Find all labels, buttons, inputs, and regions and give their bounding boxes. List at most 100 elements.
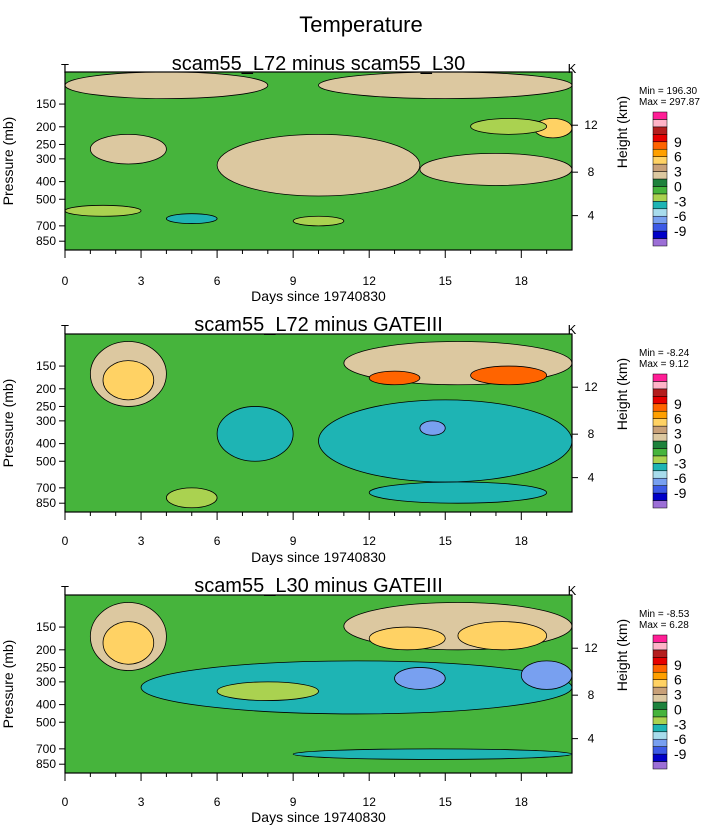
colorbar-swatch bbox=[652, 410, 668, 419]
y-tick-label: 200 bbox=[36, 120, 56, 134]
y-tick-label: 150 bbox=[36, 97, 56, 111]
colorbar-swatch bbox=[652, 477, 668, 486]
y-right-tick-label: 8 bbox=[588, 165, 595, 179]
x-tick-label: 18 bbox=[515, 534, 529, 548]
contour-field bbox=[65, 334, 572, 512]
colorbar-swatch bbox=[652, 418, 668, 427]
y-tick-label: 700 bbox=[36, 219, 56, 233]
contour-region bbox=[165, 487, 218, 509]
colorbar-swatch bbox=[652, 701, 668, 710]
contour-region bbox=[292, 215, 345, 227]
x-tick-label: 6 bbox=[214, 274, 221, 288]
y-axis-label: Pressure (mb) bbox=[0, 117, 16, 206]
contour-region bbox=[102, 360, 155, 401]
contour-region bbox=[165, 213, 218, 224]
contour-region bbox=[89, 133, 167, 165]
colorbar-swatch bbox=[652, 724, 668, 733]
corner-label-left: T bbox=[61, 583, 69, 598]
contour-region bbox=[292, 748, 572, 760]
y-tick-label: 150 bbox=[36, 620, 56, 634]
y-right-tick-label: 4 bbox=[588, 209, 595, 223]
colorbar-swatch bbox=[652, 396, 668, 405]
colorbar-swatch bbox=[652, 485, 668, 494]
y-tick-label: 150 bbox=[36, 359, 56, 373]
colorbar-swatch bbox=[652, 223, 668, 232]
colorbar-swatch bbox=[652, 642, 668, 651]
contour-field bbox=[65, 595, 572, 773]
corner-label-left: T bbox=[61, 61, 69, 76]
y-tick-label: 300 bbox=[36, 414, 56, 428]
colorbar-swatch bbox=[652, 731, 668, 740]
y-right-tick-label: 12 bbox=[584, 380, 598, 394]
colorbar-label: 3 bbox=[674, 164, 682, 180]
colorbar-swatch bbox=[652, 373, 668, 382]
colorbar-swatch bbox=[652, 440, 668, 449]
colorbar-swatch bbox=[652, 657, 668, 666]
x-axis-label: Days since 19740830 bbox=[251, 288, 386, 304]
contour-region bbox=[419, 420, 446, 436]
y-tick-label: 850 bbox=[36, 757, 56, 771]
colorbar-swatch bbox=[652, 761, 668, 770]
colorbar-swatch bbox=[652, 753, 668, 762]
figure-title: Temperature bbox=[299, 12, 423, 37]
colorbar-swatch bbox=[652, 470, 668, 479]
colorbar-label: -9 bbox=[674, 746, 687, 762]
y-tick-label: 400 bbox=[36, 437, 56, 451]
y-tick-label: 500 bbox=[36, 192, 56, 206]
colorbar-label: -6 bbox=[674, 470, 687, 486]
contour-region bbox=[65, 72, 269, 99]
corner-label-right: K bbox=[568, 61, 577, 76]
colorbar-label: 0 bbox=[674, 440, 682, 456]
x-tick-label: 3 bbox=[138, 534, 145, 548]
contour-region bbox=[368, 626, 446, 651]
colorbar-swatch bbox=[652, 201, 668, 210]
colorbar-label: -9 bbox=[674, 485, 687, 501]
contour-region bbox=[520, 660, 572, 690]
x-tick-label: 0 bbox=[62, 795, 69, 809]
stats-max: Max = 6.28 bbox=[639, 620, 689, 631]
colorbar-label: 6 bbox=[674, 672, 682, 688]
colorbar-label: 3 bbox=[674, 687, 682, 703]
panel-title: scam55_L72 minus scam55_L30 bbox=[172, 53, 466, 75]
contour-field bbox=[65, 72, 572, 250]
colorbar-swatch bbox=[652, 171, 668, 180]
colorbar-label: -9 bbox=[674, 223, 687, 239]
colorbar-swatch bbox=[652, 119, 668, 128]
y-tick-label: 250 bbox=[36, 399, 56, 413]
x-tick-label: 12 bbox=[363, 274, 377, 288]
colorbar-swatch bbox=[652, 156, 668, 165]
colorbar-swatch bbox=[652, 738, 668, 747]
x-tick-label: 6 bbox=[214, 534, 221, 548]
colorbar-swatch bbox=[652, 746, 668, 755]
y-right-tick-label: 12 bbox=[584, 641, 598, 655]
colorbar-label: -6 bbox=[674, 208, 687, 224]
colorbar-swatch bbox=[652, 500, 668, 509]
contour-region bbox=[216, 681, 319, 701]
colorbar-swatch bbox=[652, 634, 668, 643]
y-right-axis-label: Height (km) bbox=[614, 358, 630, 430]
contour-region bbox=[102, 621, 155, 665]
colorbar-swatch bbox=[652, 388, 668, 397]
corner-label-right: K bbox=[568, 583, 577, 598]
x-tick-label: 6 bbox=[214, 795, 221, 809]
colorbar-swatch bbox=[652, 126, 668, 135]
colorbar-swatch bbox=[652, 403, 668, 412]
colorbar-swatch bbox=[652, 215, 668, 224]
stats-max: Max = 9.12 bbox=[639, 359, 689, 370]
y-tick-label: 300 bbox=[36, 152, 56, 166]
colorbar-swatch bbox=[652, 716, 668, 725]
x-tick-label: 0 bbox=[62, 534, 69, 548]
contour-region bbox=[368, 370, 421, 386]
contour-region bbox=[368, 481, 548, 504]
x-tick-label: 3 bbox=[138, 274, 145, 288]
colorbar-swatch bbox=[652, 425, 668, 434]
colorbar-label: 9 bbox=[674, 396, 682, 412]
y-right-tick-label: 8 bbox=[588, 427, 595, 441]
colorbar-swatch bbox=[652, 163, 668, 172]
y-tick-label: 200 bbox=[36, 382, 56, 396]
contour-region bbox=[419, 153, 572, 186]
stats-min: Min = -8.53 bbox=[639, 609, 690, 620]
colorbar-label: 0 bbox=[674, 178, 682, 194]
colorbar-swatch bbox=[652, 141, 668, 150]
